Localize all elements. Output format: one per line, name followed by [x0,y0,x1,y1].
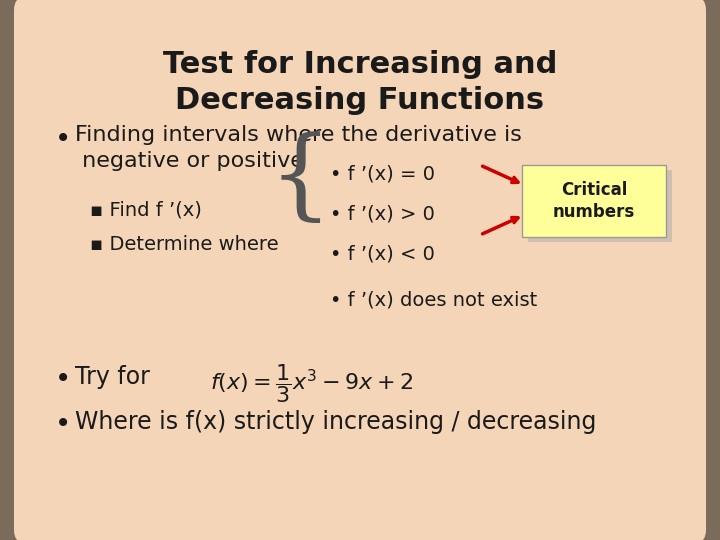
Text: •: • [55,125,71,153]
Text: •: • [55,365,71,393]
Text: • f ’(x) < 0: • f ’(x) < 0 [330,245,435,264]
Text: ▪ Find f ’(x): ▪ Find f ’(x) [90,200,202,219]
FancyBboxPatch shape [522,165,666,237]
Text: • f ’(x) does not exist: • f ’(x) does not exist [330,290,537,309]
Text: $f(x) = \dfrac{1}{3}x^3 - 9x + 2$: $f(x) = \dfrac{1}{3}x^3 - 9x + 2$ [210,362,413,405]
Text: •: • [55,410,71,438]
FancyBboxPatch shape [528,170,672,242]
Text: {: { [268,132,332,228]
Text: Critical
numbers: Critical numbers [553,181,635,221]
Text: Try for: Try for [75,365,150,389]
Text: Where is f(x) strictly increasing / decreasing: Where is f(x) strictly increasing / decr… [75,410,596,434]
Text: • f ’(x) > 0: • f ’(x) > 0 [330,205,435,224]
FancyBboxPatch shape [14,0,706,540]
Text: Finding intervals where the derivative is
 negative or positive: Finding intervals where the derivative i… [75,125,522,171]
Text: Test for Increasing and
Decreasing Functions: Test for Increasing and Decreasing Funct… [163,50,557,115]
Text: ▪ Determine where: ▪ Determine where [90,235,279,254]
Text: • f ’(x) = 0: • f ’(x) = 0 [330,165,435,184]
